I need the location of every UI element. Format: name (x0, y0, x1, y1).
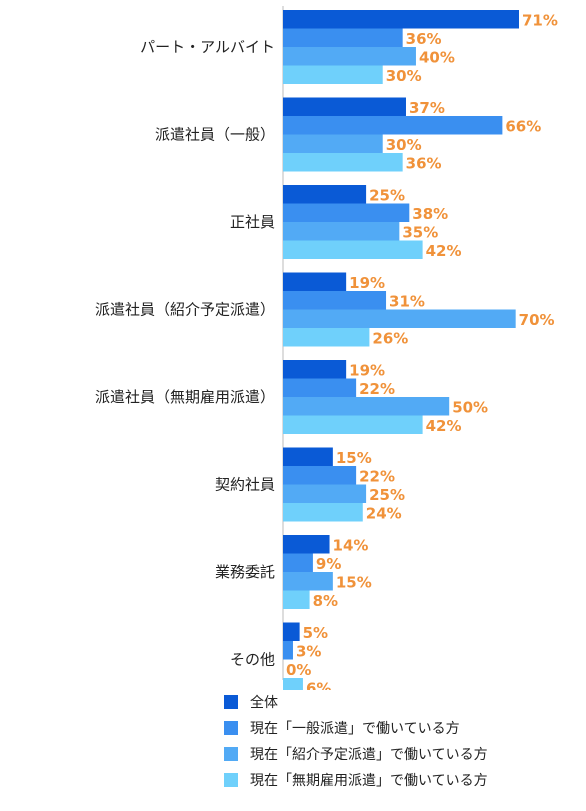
value-label: 0% (286, 661, 311, 679)
legend-label: 現在「紹介予定派遣」で働いている方 (250, 747, 488, 763)
bar (283, 97, 406, 116)
bar (283, 360, 347, 379)
value-label: 5% (303, 624, 328, 642)
bar (283, 47, 416, 66)
value-label: 42% (426, 417, 462, 435)
value-label: 9% (316, 555, 341, 573)
value-label: 70% (519, 311, 555, 329)
value-label: 37% (409, 99, 445, 117)
value-label: 36% (406, 30, 442, 48)
category-label: 派遣社員（無期雇用派遣） (95, 388, 275, 406)
category-label: 派遣社員（一般） (155, 126, 275, 144)
value-label: 24% (366, 505, 402, 523)
bar (283, 116, 503, 135)
bars-group (283, 10, 519, 690)
bar (283, 291, 387, 310)
legend-swatch (224, 773, 238, 787)
bar (283, 134, 383, 153)
bar (283, 222, 400, 241)
legend-label: 現在「一般派遣」で働いている方 (250, 721, 460, 737)
value-label: 71% (522, 12, 558, 30)
legend-item: 全体 (224, 690, 586, 714)
value-label: 8% (313, 592, 338, 610)
legend-label: 全体 (250, 695, 278, 711)
bar (283, 272, 347, 291)
bar (283, 28, 403, 47)
bar (283, 10, 519, 29)
bar (283, 378, 357, 397)
value-label: 26% (372, 330, 408, 348)
legend-swatch (224, 721, 238, 735)
bar (283, 328, 370, 347)
value-label: 38% (412, 205, 448, 223)
bar (283, 641, 293, 660)
category-label: その他 (230, 651, 275, 669)
bar (283, 65, 383, 84)
bar (283, 572, 333, 591)
bar (283, 535, 330, 554)
value-label: 40% (419, 49, 455, 67)
bar (283, 309, 516, 328)
legend-item: 現在「一般派遣」で働いている方 (224, 716, 586, 740)
legend: 全体現在「一般派遣」で働いている方現在「紹介予定派遣」で働いている方 現在「無期雇… (224, 690, 586, 794)
bar (283, 397, 450, 416)
category-label: パート・アルバイト (140, 38, 275, 56)
bar (283, 678, 303, 690)
category-label: 契約社員 (215, 476, 275, 494)
value-label: 30% (386, 136, 422, 154)
value-label: 35% (402, 224, 438, 242)
value-label: 31% (389, 293, 425, 311)
value-label: 6% (306, 680, 331, 691)
value-label: 42% (426, 242, 462, 260)
value-label: 25% (369, 187, 405, 205)
bar (283, 622, 300, 641)
legend-label: 現在「無期雇用派遣」で働いている方 (250, 773, 488, 789)
category-label: 業務委託 (215, 563, 275, 581)
legend-swatch (224, 695, 238, 709)
bar (283, 415, 423, 434)
value-label: 19% (349, 274, 385, 292)
value-label: 30% (386, 67, 422, 85)
bar (283, 484, 367, 503)
legend-swatch (224, 747, 238, 761)
value-label: 14% (333, 537, 369, 555)
value-label: 3% (296, 643, 321, 661)
legend-item: 現在「無期雇用派遣」で働いている方 (224, 768, 586, 792)
value-label: 25% (369, 486, 405, 504)
value-label: 66% (505, 118, 541, 136)
value-label: 15% (336, 574, 372, 592)
bar (283, 466, 357, 485)
bar (283, 590, 310, 609)
category-label: 正社員 (230, 213, 275, 231)
bar-chart: パート・アルバイト71%36%40%30%派遣社員（一般）37%66%30%36… (95, 6, 558, 691)
bar (283, 153, 403, 172)
bar (283, 503, 363, 522)
value-label: 19% (349, 362, 385, 380)
bar (283, 447, 333, 466)
legend-item: 現在「紹介予定派遣」で働いている方 (224, 742, 586, 766)
bar (283, 553, 313, 572)
value-label: 50% (452, 399, 488, 417)
value-label: 22% (359, 468, 395, 486)
value-label: 22% (359, 380, 395, 398)
bar (283, 240, 423, 259)
bar (283, 185, 367, 204)
category-label: 派遣社員（紹介予定派遣） (95, 301, 275, 319)
labels-group: パート・アルバイト71%36%40%30%派遣社員（一般）37%66%30%36… (95, 12, 558, 691)
bar (283, 203, 410, 222)
value-label: 15% (336, 449, 372, 467)
value-label: 36% (406, 155, 442, 173)
